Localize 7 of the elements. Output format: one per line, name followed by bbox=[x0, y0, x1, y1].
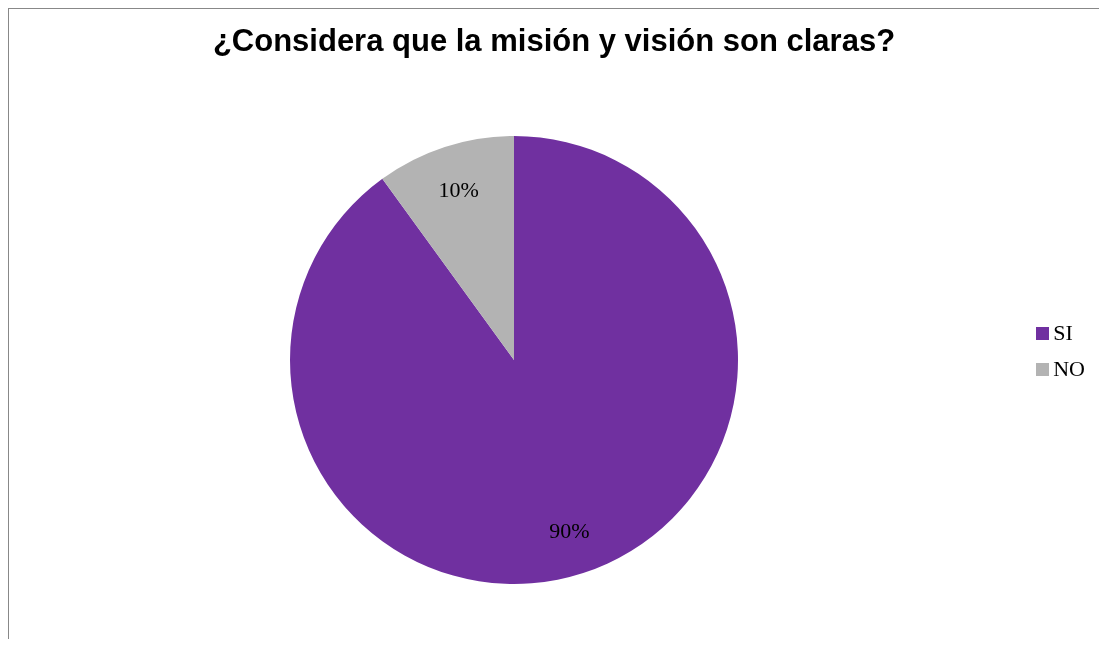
pie-slice bbox=[382, 136, 514, 360]
pie-slice bbox=[290, 136, 738, 584]
legend-label: SI bbox=[1053, 320, 1073, 346]
data-label: 10% bbox=[438, 177, 479, 203]
chart-title: ¿Considera que la misión y visión son claras? bbox=[211, 22, 897, 60]
legend-label: NO bbox=[1053, 356, 1085, 382]
data-label: 90% bbox=[549, 517, 590, 543]
